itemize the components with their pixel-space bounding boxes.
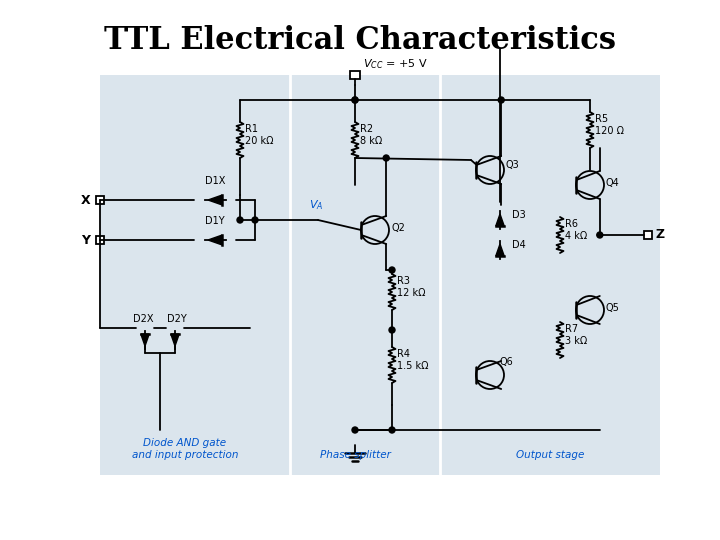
- Text: Output stage: Output stage: [516, 450, 584, 460]
- Text: R3
12 kΩ: R3 12 kΩ: [397, 276, 426, 298]
- Circle shape: [352, 97, 358, 103]
- Bar: [100, 75, 660, 475]
- Circle shape: [252, 217, 258, 223]
- Circle shape: [498, 97, 504, 103]
- Text: Diode AND gate
and input protection: Diode AND gate and input protection: [132, 438, 238, 460]
- Bar: [350, 71, 360, 79]
- Polygon shape: [141, 334, 149, 346]
- Text: D1X: D1X: [204, 176, 225, 186]
- Polygon shape: [171, 334, 179, 346]
- Text: Q4: Q4: [606, 178, 620, 188]
- Circle shape: [597, 232, 603, 238]
- Circle shape: [389, 327, 395, 333]
- Circle shape: [352, 97, 358, 103]
- Polygon shape: [208, 235, 222, 245]
- Text: R1
20 kΩ: R1 20 kΩ: [245, 124, 274, 146]
- Polygon shape: [496, 214, 504, 226]
- Text: D4: D4: [512, 240, 526, 250]
- Text: TTL Electrical Characteristics: TTL Electrical Characteristics: [104, 25, 616, 56]
- Bar: [96, 236, 104, 244]
- Text: Z: Z: [656, 228, 665, 241]
- Text: Q2: Q2: [391, 223, 405, 233]
- Bar: [644, 231, 652, 239]
- Circle shape: [383, 155, 390, 161]
- Circle shape: [237, 217, 243, 223]
- Circle shape: [389, 267, 395, 273]
- Text: Q5: Q5: [606, 303, 620, 313]
- Polygon shape: [208, 195, 222, 205]
- Circle shape: [352, 427, 358, 433]
- Text: R6
4 kΩ: R6 4 kΩ: [565, 219, 588, 241]
- Text: Q3: Q3: [506, 160, 520, 170]
- Text: D2X: D2X: [132, 314, 153, 324]
- Text: R2
8 kΩ: R2 8 kΩ: [360, 124, 382, 146]
- Text: R5
120 Ω: R5 120 Ω: [595, 114, 624, 136]
- Text: R4
1.5 kΩ: R4 1.5 kΩ: [397, 349, 428, 371]
- Text: X: X: [81, 193, 90, 206]
- Text: D1Y: D1Y: [205, 216, 225, 226]
- Text: $V_{CC}$ = +5 V: $V_{CC}$ = +5 V: [363, 57, 428, 71]
- Text: $V_A$: $V_A$: [309, 198, 323, 212]
- Bar: [96, 196, 104, 204]
- Circle shape: [97, 197, 103, 203]
- Polygon shape: [496, 244, 504, 256]
- Text: R7
3 kΩ: R7 3 kΩ: [565, 324, 588, 346]
- Text: Q6: Q6: [500, 357, 514, 367]
- Text: Y: Y: [81, 233, 90, 246]
- Circle shape: [97, 237, 103, 243]
- Text: Phase splitter: Phase splitter: [320, 450, 390, 460]
- Circle shape: [389, 427, 395, 433]
- Text: D3: D3: [512, 210, 526, 220]
- Text: D2Y: D2Y: [167, 314, 187, 324]
